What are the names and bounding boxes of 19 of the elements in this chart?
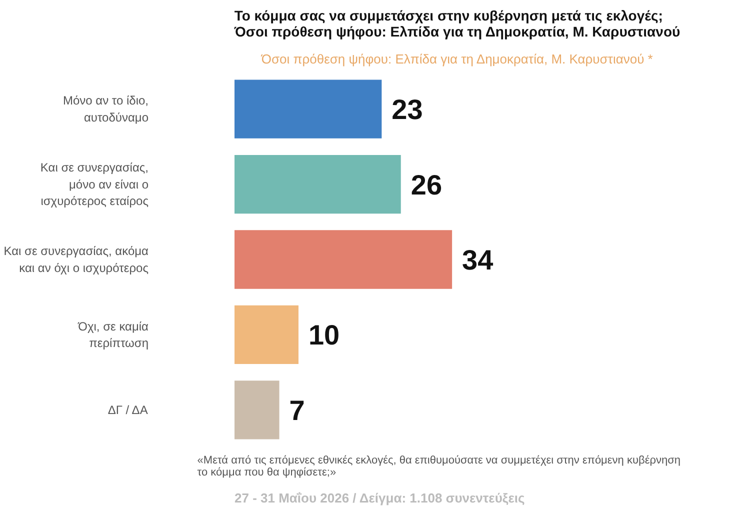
data-label: 7 [289,394,305,426]
y-tick-label: ΔΓ / ΔΑ [108,402,148,417]
text: 27 - 31 Μαΐου 2026 / Δείγμα: 1.108 συνεντεύξεις [234,490,525,506]
bar [234,380,280,440]
y-tick-label: Όχι, σε καμία περίπτωση [77,319,149,350]
y-tick-label: Και σε συνεργασίας, μόνο αν είναι ο ισχυρότερος εταίρος [40,160,149,208]
bar [234,230,452,289]
chart-title: Το κόμμα σας να συμμετάσχει στην κυβέρνηση μετά τις εκλογές; Όσοι πρόθεση ψήφου: Ελπίδα για τη Δημοκρατία, Μ. Καρυστιανού [233,8,680,40]
text: «Μετά από τις επόμενες εθνικές εκλογές, θα επιθυμούσατε να συμμετέχει στην επόμενη κυβέρνηση το κόμμα που θα ψηφίσετε;» [197,454,681,478]
data-label: 10 [308,320,340,351]
bar [234,305,298,364]
chart-subtitle: Όσοι πρόθεση ψήφου: Ελπίδα για τη Δημοκρατία, Μ. Καρυστιανού * [260,52,653,66]
data-label: 34 [462,244,494,276]
bar [234,80,382,138]
y-tick-label: Και σε συνεργασίας, ακόμα και αν όχι ο ισχυρότερος [4,244,149,275]
y-tick-label: Μόνο αν το ίδιο, αυτοδύναμο [62,94,149,124]
data-label: 23 [392,94,423,126]
data-label: 26 [410,169,442,200]
bar [234,154,401,214]
